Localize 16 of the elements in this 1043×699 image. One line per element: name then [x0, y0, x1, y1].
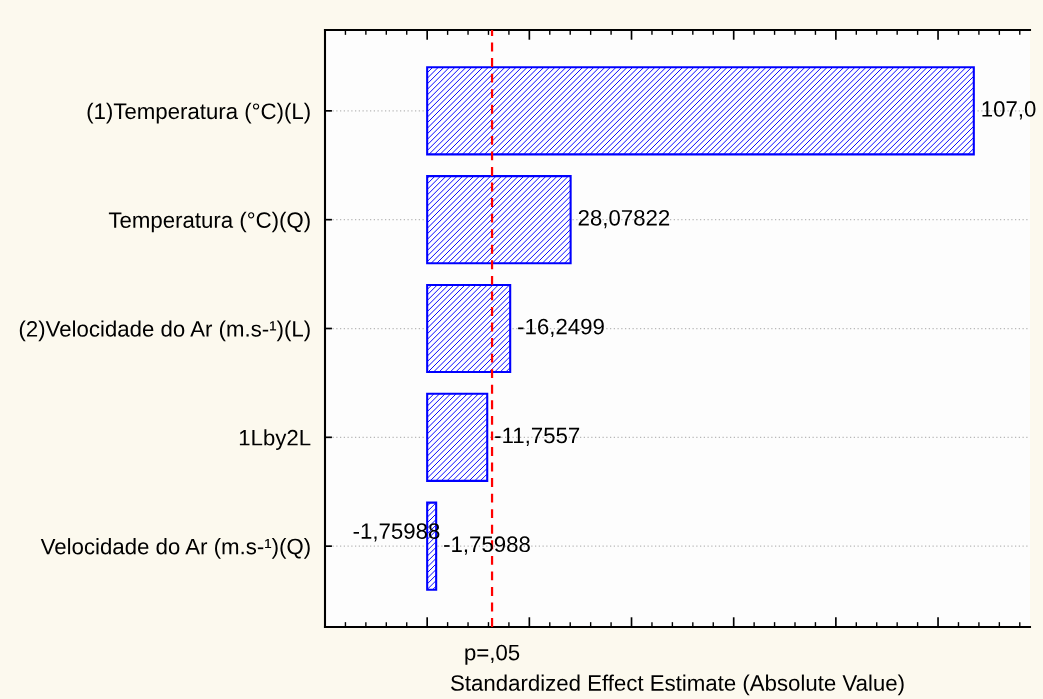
data-label: -11,7557	[495, 427, 580, 446]
data-label: -1,75988	[444, 536, 530, 555]
y-tick-label: 1Lby2L	[239, 429, 311, 450]
data-label: 28,07822	[578, 209, 670, 229]
ref-line-label: p=,05	[465, 644, 520, 665]
x-axis-title: Standardized Effect Estimate (Absolute Value)	[451, 674, 904, 696]
y-tick-label: (1)Temperatura (°C)(L)	[87, 102, 310, 124]
data-label: 107,0	[982, 101, 1036, 120]
bar	[426, 66, 975, 156]
data-label: -16,2499	[518, 318, 604, 338]
bar	[426, 392, 489, 482]
y-tick-label: Velocidade do Ar (m.s-¹)(Q)	[40, 538, 310, 559]
bar	[426, 283, 512, 374]
bar	[426, 175, 572, 265]
y-tick-label: Temperatura (°C)(Q)	[108, 211, 310, 233]
y-tick-label: (2)Velocidade do Ar (m.s-¹)(L)	[19, 320, 310, 342]
